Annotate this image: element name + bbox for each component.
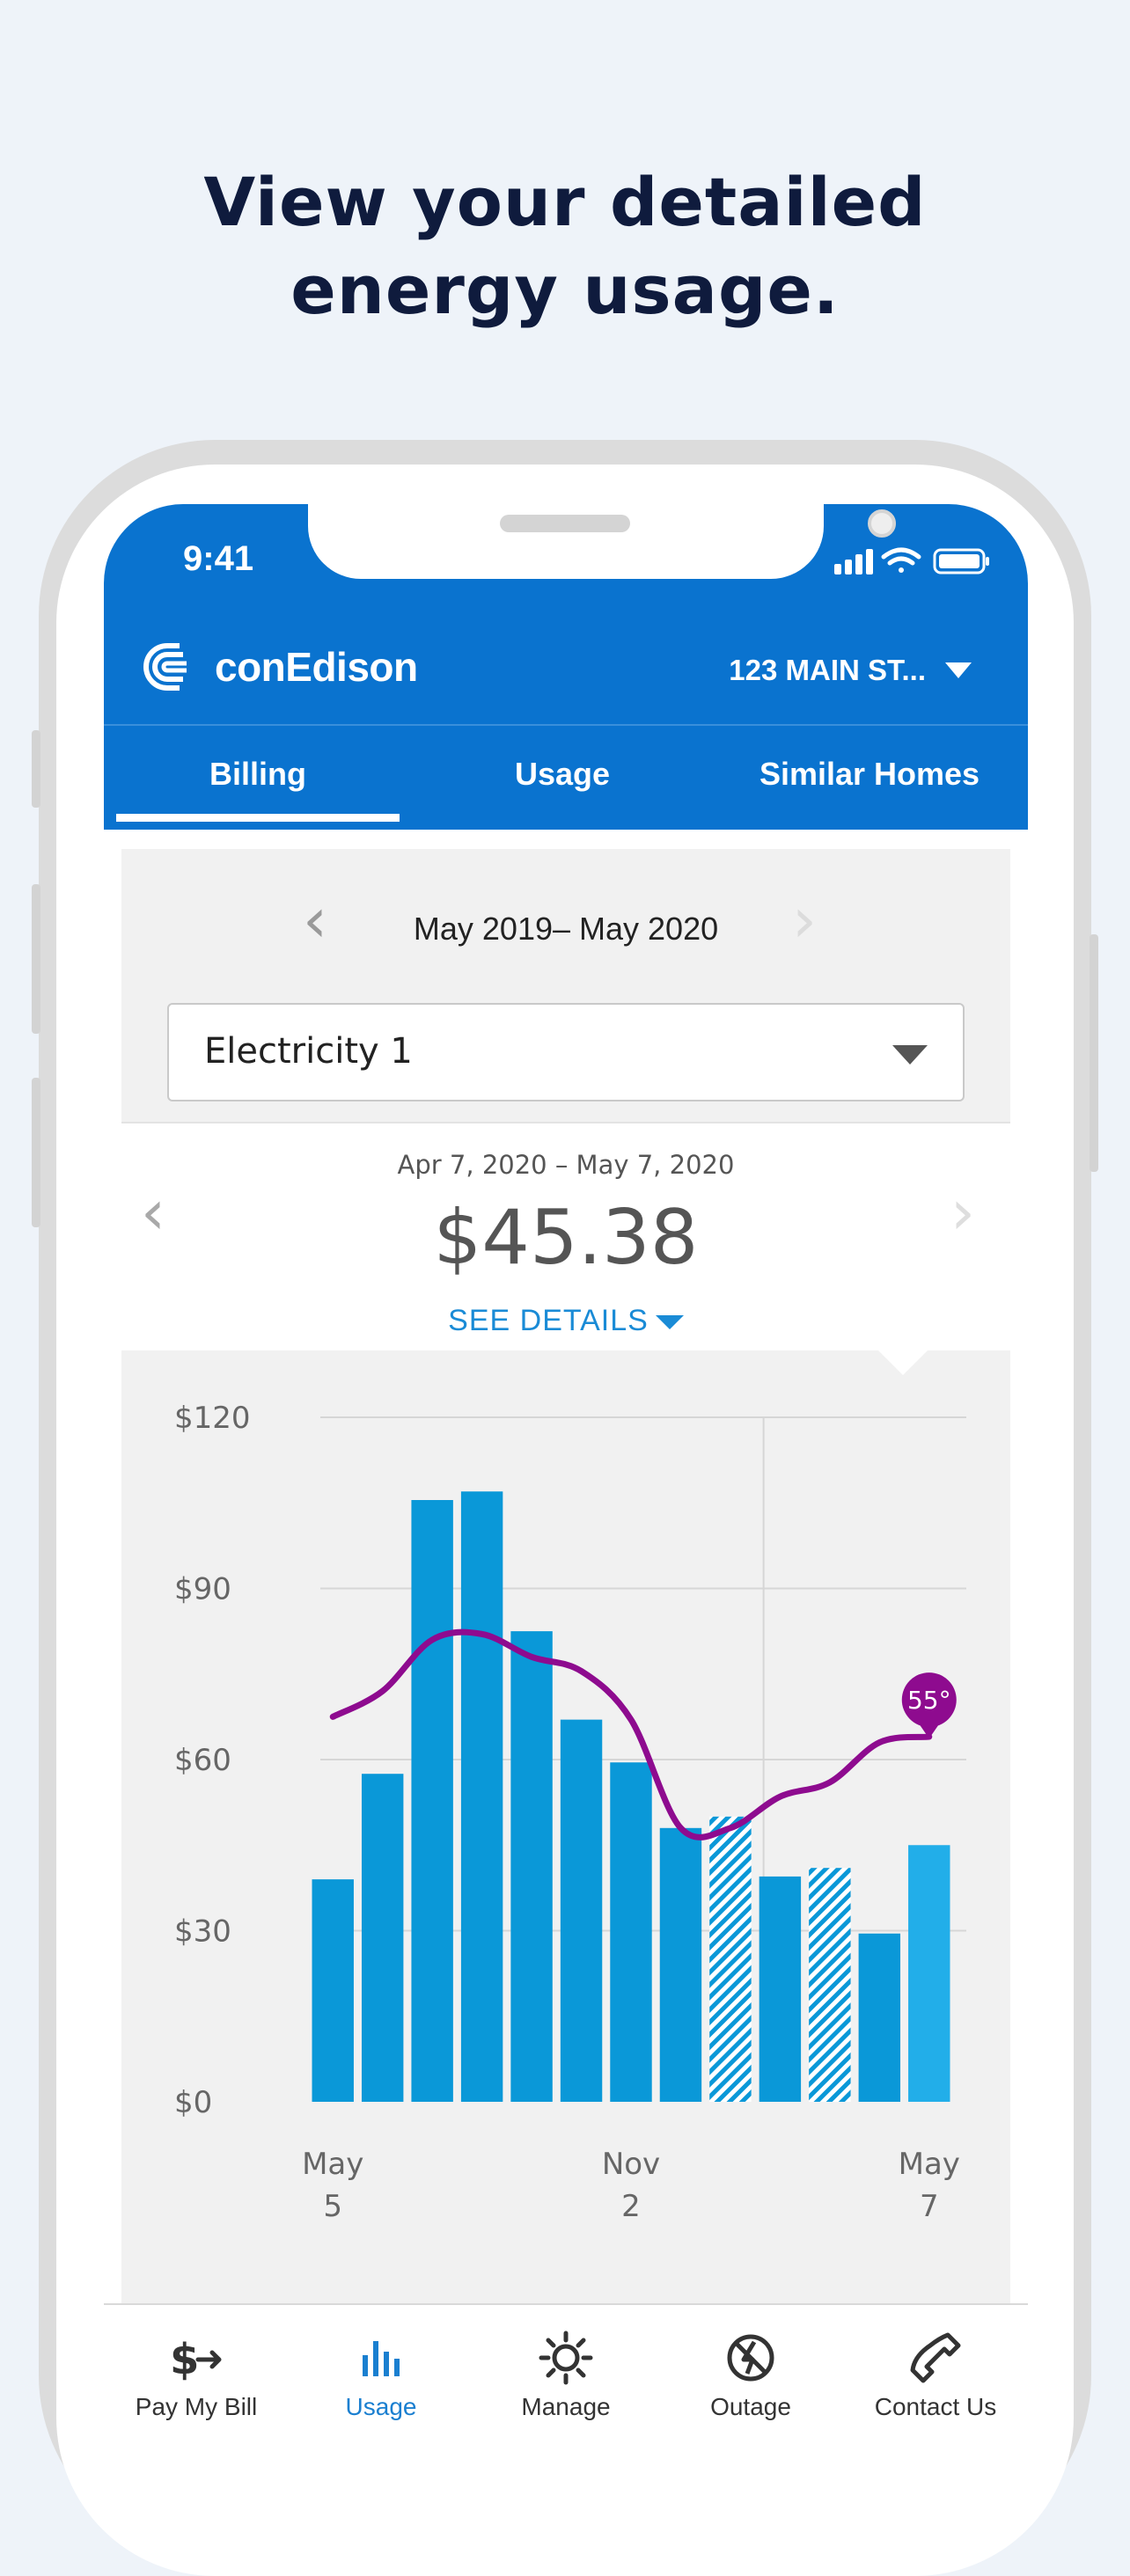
- usage-bar: [361, 1774, 404, 2102]
- chevron-down-icon: [945, 662, 972, 678]
- phone-screen: 9:41: [104, 504, 1028, 2528]
- next-bill-chevron-icon[interactable]: ›: [950, 1176, 975, 1248]
- see-details-label: SEE DETAILS: [448, 1304, 649, 1337]
- headline: View your detailed energy usage.: [0, 158, 1130, 334]
- x-tick-label: 2: [621, 2189, 641, 2224]
- usage-bar: [809, 1868, 851, 2102]
- usage-bar: [560, 1719, 603, 2102]
- bar-chart-icon: [363, 2341, 400, 2376]
- dropdown-caret-icon: [892, 1045, 928, 1065]
- tab-divider: [104, 724, 1028, 726]
- nav-outage-label: Outage: [710, 2393, 791, 2420]
- tab-billing[interactable]: Billing: [209, 756, 306, 792]
- nav-contact-us[interactable]: Contact Us: [843, 2323, 1028, 2421]
- headline-line-1: View your detailed: [203, 163, 927, 241]
- dollar-arrow-icon: $: [170, 2335, 222, 2384]
- next-period-chevron-icon[interactable]: ›: [792, 884, 817, 956]
- volume-down-button: [32, 1078, 40, 1227]
- power-button: [1090, 934, 1098, 1172]
- silent-switch: [32, 730, 40, 808]
- nav-manage[interactable]: Manage: [473, 2323, 658, 2421]
- address-selector[interactable]: 123 MAIN ST...: [729, 654, 972, 687]
- usage-bar: [460, 1491, 503, 2102]
- notch: [308, 504, 896, 579]
- nav-usage[interactable]: Usage: [289, 2323, 473, 2421]
- x-tick-label: 5: [323, 2189, 342, 2224]
- brand-name: conEdison: [215, 644, 418, 690]
- caret-down-icon: [655, 1315, 684, 1330]
- usage-bar: [610, 1762, 652, 2102]
- volume-up-button: [32, 884, 40, 1034]
- speaker: [500, 515, 630, 532]
- selection-pointer: [878, 1350, 928, 1375]
- usage-bar: [759, 1876, 802, 2102]
- x-tick-label: May: [302, 2147, 363, 2182]
- conedison-logo-icon: [143, 643, 187, 691]
- nav-contact-us-label: Contact Us: [874, 2393, 997, 2420]
- nav-outage[interactable]: Outage: [658, 2323, 843, 2421]
- usage-bar: [709, 1816, 752, 2102]
- bill-date-range: Apr 7, 2020 – May 7, 2020: [397, 1150, 735, 1180]
- gear-sun-icon: [539, 2331, 593, 2385]
- status-icons: [834, 546, 993, 581]
- usage-bar-chart: 55° $0 $30 $60 $90 $120 May 5 Nov 2 May 7: [174, 1401, 966, 2224]
- temperature-marker: [901, 1672, 957, 1728]
- headline-line-2: energy usage.: [290, 251, 840, 329]
- status-time: 9:41: [183, 539, 254, 578]
- y-tick-label: $60: [174, 1743, 231, 1778]
- nav-pay-my-bill-label: Pay My Bill: [135, 2393, 258, 2420]
- meter-dropdown[interactable]: Electricity 1: [167, 1003, 965, 1101]
- active-tab-indicator: [116, 814, 400, 822]
- address-text: 123 MAIN ST...: [729, 654, 926, 686]
- x-tick-label: 7: [920, 2189, 939, 2224]
- meter-dropdown-value: Electricity 1: [204, 1031, 413, 1072]
- y-tick-label: $0: [174, 2085, 212, 2120]
- bottom-nav: $ Pay My Bill Usage: [104, 2303, 1028, 2528]
- svg-text:$: $: [170, 2335, 199, 2384]
- power-off-icon: [727, 2334, 774, 2382]
- app-header: 9:41: [104, 504, 1028, 830]
- temperature-line: [329, 1628, 933, 1841]
- nav-manage-label: Manage: [521, 2393, 611, 2420]
- see-details-link[interactable]: SEE DETAILS: [121, 1304, 1010, 1338]
- x-tick-label: May: [899, 2147, 960, 2182]
- brand: conEdison: [141, 640, 418, 693]
- nav-pay-my-bill[interactable]: $ Pay My Bill: [104, 2323, 289, 2421]
- bill-summary: Apr 7, 2020 – May 7, 2020 ‹ $45.38 › SEE…: [121, 1122, 1010, 1352]
- front-camera: [868, 509, 896, 538]
- usage-bar: [858, 1933, 901, 2102]
- prev-bill-chevron-icon[interactable]: ‹: [141, 1176, 165, 1248]
- y-tick-label: $30: [174, 1914, 231, 1950]
- prev-period-chevron-icon[interactable]: ‹: [303, 884, 327, 956]
- tab-usage[interactable]: Usage: [514, 756, 611, 792]
- temperature-label: 55°: [907, 1686, 951, 1715]
- y-tick-label: $90: [174, 1572, 231, 1607]
- y-tick-label: $120: [174, 1401, 251, 1436]
- usage-bar: [510, 1631, 553, 2102]
- x-tick-label: Nov: [602, 2147, 660, 2182]
- bill-amount: $45.38: [433, 1194, 699, 1282]
- tab-similar-homes[interactable]: Similar Homes: [759, 756, 980, 792]
- tab-bar: Billing Usage Similar Homes: [104, 726, 1028, 830]
- usage-bar: [659, 1827, 702, 2102]
- usage-bar: [312, 1879, 354, 2102]
- wifi-icon: [881, 547, 921, 573]
- period-label: May 2019– May 2020: [413, 911, 719, 947]
- period-selector: ‹ May 2019– May 2020 › Electricity 1: [121, 849, 1010, 1122]
- battery-icon: [933, 548, 989, 574]
- nav-usage-label: Usage: [345, 2393, 417, 2420]
- usage-bar: [908, 1845, 950, 2102]
- cellular-signal-icon: [834, 549, 873, 574]
- usage-bar: [411, 1500, 453, 2102]
- phone-icon: [910, 2332, 961, 2383]
